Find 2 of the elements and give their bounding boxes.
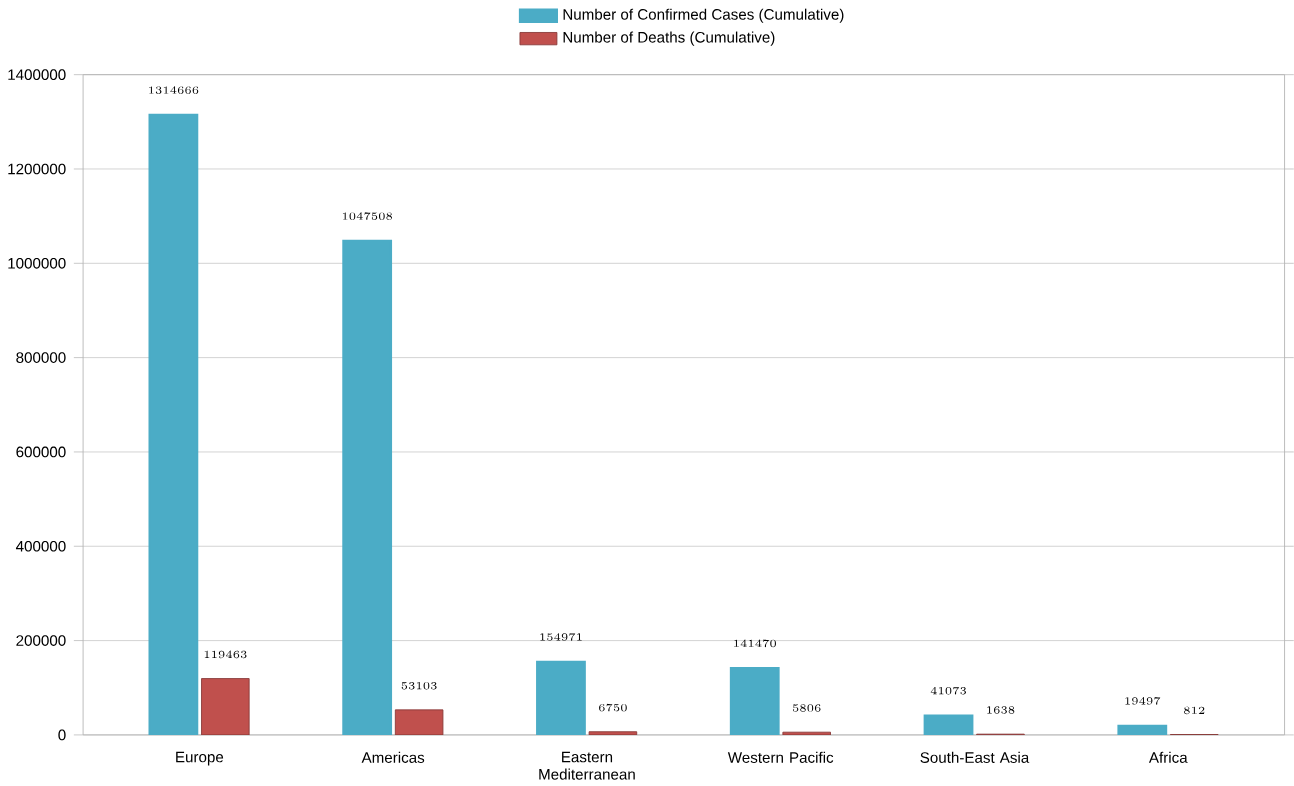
bar (394, 708, 444, 735)
bar (201, 677, 250, 735)
